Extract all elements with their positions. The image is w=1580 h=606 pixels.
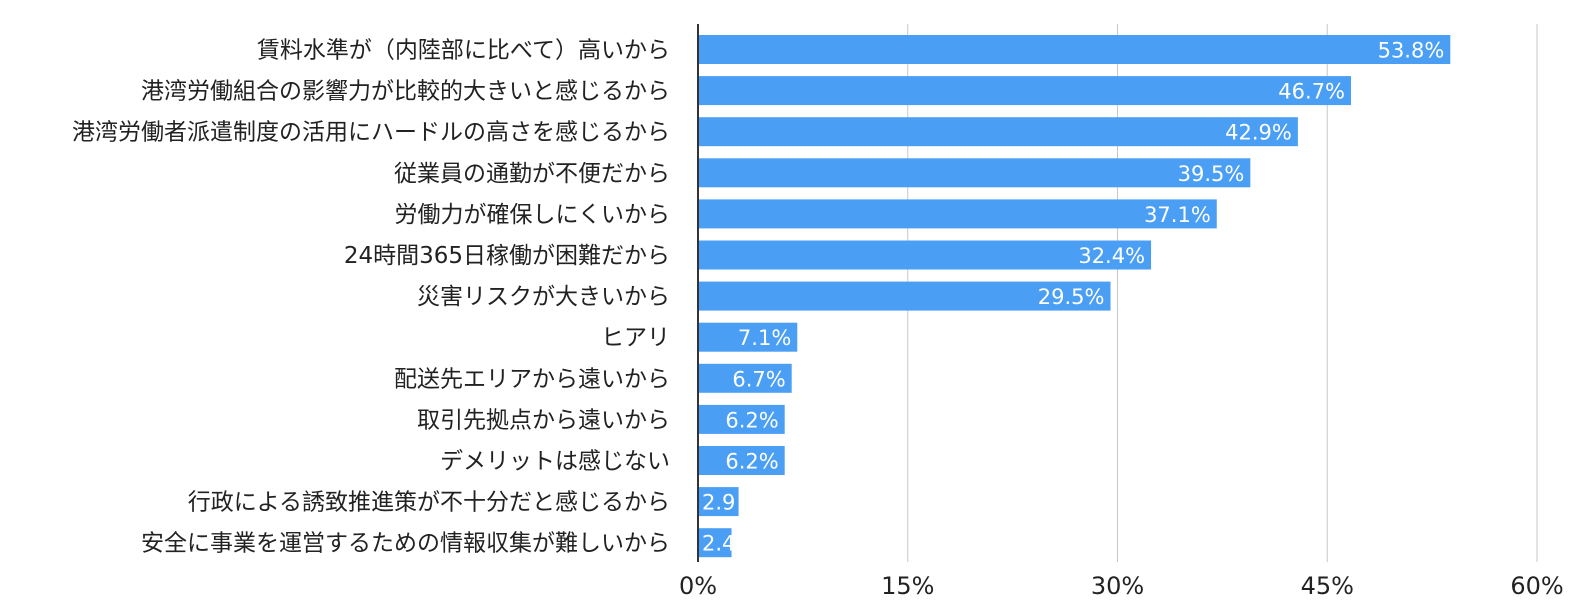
category-label: 取引先拠点から遠いから: [417, 407, 670, 433]
x-axis-ticks: 0% 15% 30% 45% 60%: [679, 572, 1564, 600]
data-label: 6.2%: [725, 450, 778, 474]
data-label: 6.7%: [732, 367, 785, 391]
bar: [698, 35, 1451, 64]
x-tick-label: 15%: [881, 572, 934, 600]
data-label: 53.8%: [1378, 39, 1445, 63]
category-labels: 賃料水準が（内陸部に比べて）高いから港湾労働組合の影響力が比較的大きいと感じるか…: [72, 38, 670, 557]
bar: [698, 363, 792, 393]
data-label: 29.5%: [1038, 285, 1105, 309]
x-tick-label: 45%: [1301, 572, 1354, 600]
category-label: 配送先エリアから遠いから: [394, 366, 670, 392]
category-label: 港湾労働者派遣制度の活用にハードルの高さを感じるから: [72, 120, 670, 146]
bar: [698, 322, 798, 352]
x-tick-label: 0%: [679, 572, 717, 600]
data-label: 37.1%: [1144, 203, 1211, 227]
bar: [698, 158, 1251, 188]
bar: [698, 281, 1111, 311]
data-label: 42.9%: [1225, 121, 1292, 145]
bar: [698, 117, 1298, 147]
x-tick-label: 30%: [1091, 572, 1144, 600]
data-label: 46.7%: [1278, 80, 1345, 104]
data-label: 2.9: [702, 491, 735, 515]
category-label: 賃料水準が（内陸部に比べて）高いから: [257, 38, 670, 64]
category-label: デメリットは感じない: [440, 449, 670, 475]
data-labels: 53.8% 46.7% 42.9% 39.5% 37.1% 32.4% 29.5% 7.1% 6…: [702, 39, 1444, 556]
category-label: 従業員の通勤が不便だから: [394, 161, 670, 187]
bar: [698, 487, 739, 517]
bar: [698, 240, 1152, 270]
data-label: 32.4%: [1078, 244, 1145, 268]
category-label: 災害リスクが大きいから: [417, 284, 670, 310]
data-label: 39.5%: [1178, 162, 1245, 186]
bar: [698, 528, 732, 558]
category-label: 安全に事業を運営するための情報収集が難しいから: [141, 531, 670, 557]
bar: [698, 76, 1352, 106]
data-label: 6.2%: [725, 408, 778, 432]
data-label: 2.4: [702, 532, 735, 556]
bars: [698, 35, 1451, 558]
category-label: 港湾労働組合の影響力が比較的大きいと感じるから: [141, 79, 670, 105]
category-label: 行政による誘致推進策が不十分だと感じるから: [188, 490, 670, 516]
bar: [698, 404, 785, 434]
category-label: ヒアリ: [601, 325, 670, 351]
category-label: 24時間365日稼働が困難だから: [344, 243, 670, 269]
x-tick-label: 60%: [1510, 572, 1563, 600]
bar: [698, 199, 1217, 229]
category-label: 労働力が確保しにくいから: [394, 202, 670, 228]
data-label: 7.1%: [738, 326, 791, 350]
bar: [698, 446, 785, 475]
